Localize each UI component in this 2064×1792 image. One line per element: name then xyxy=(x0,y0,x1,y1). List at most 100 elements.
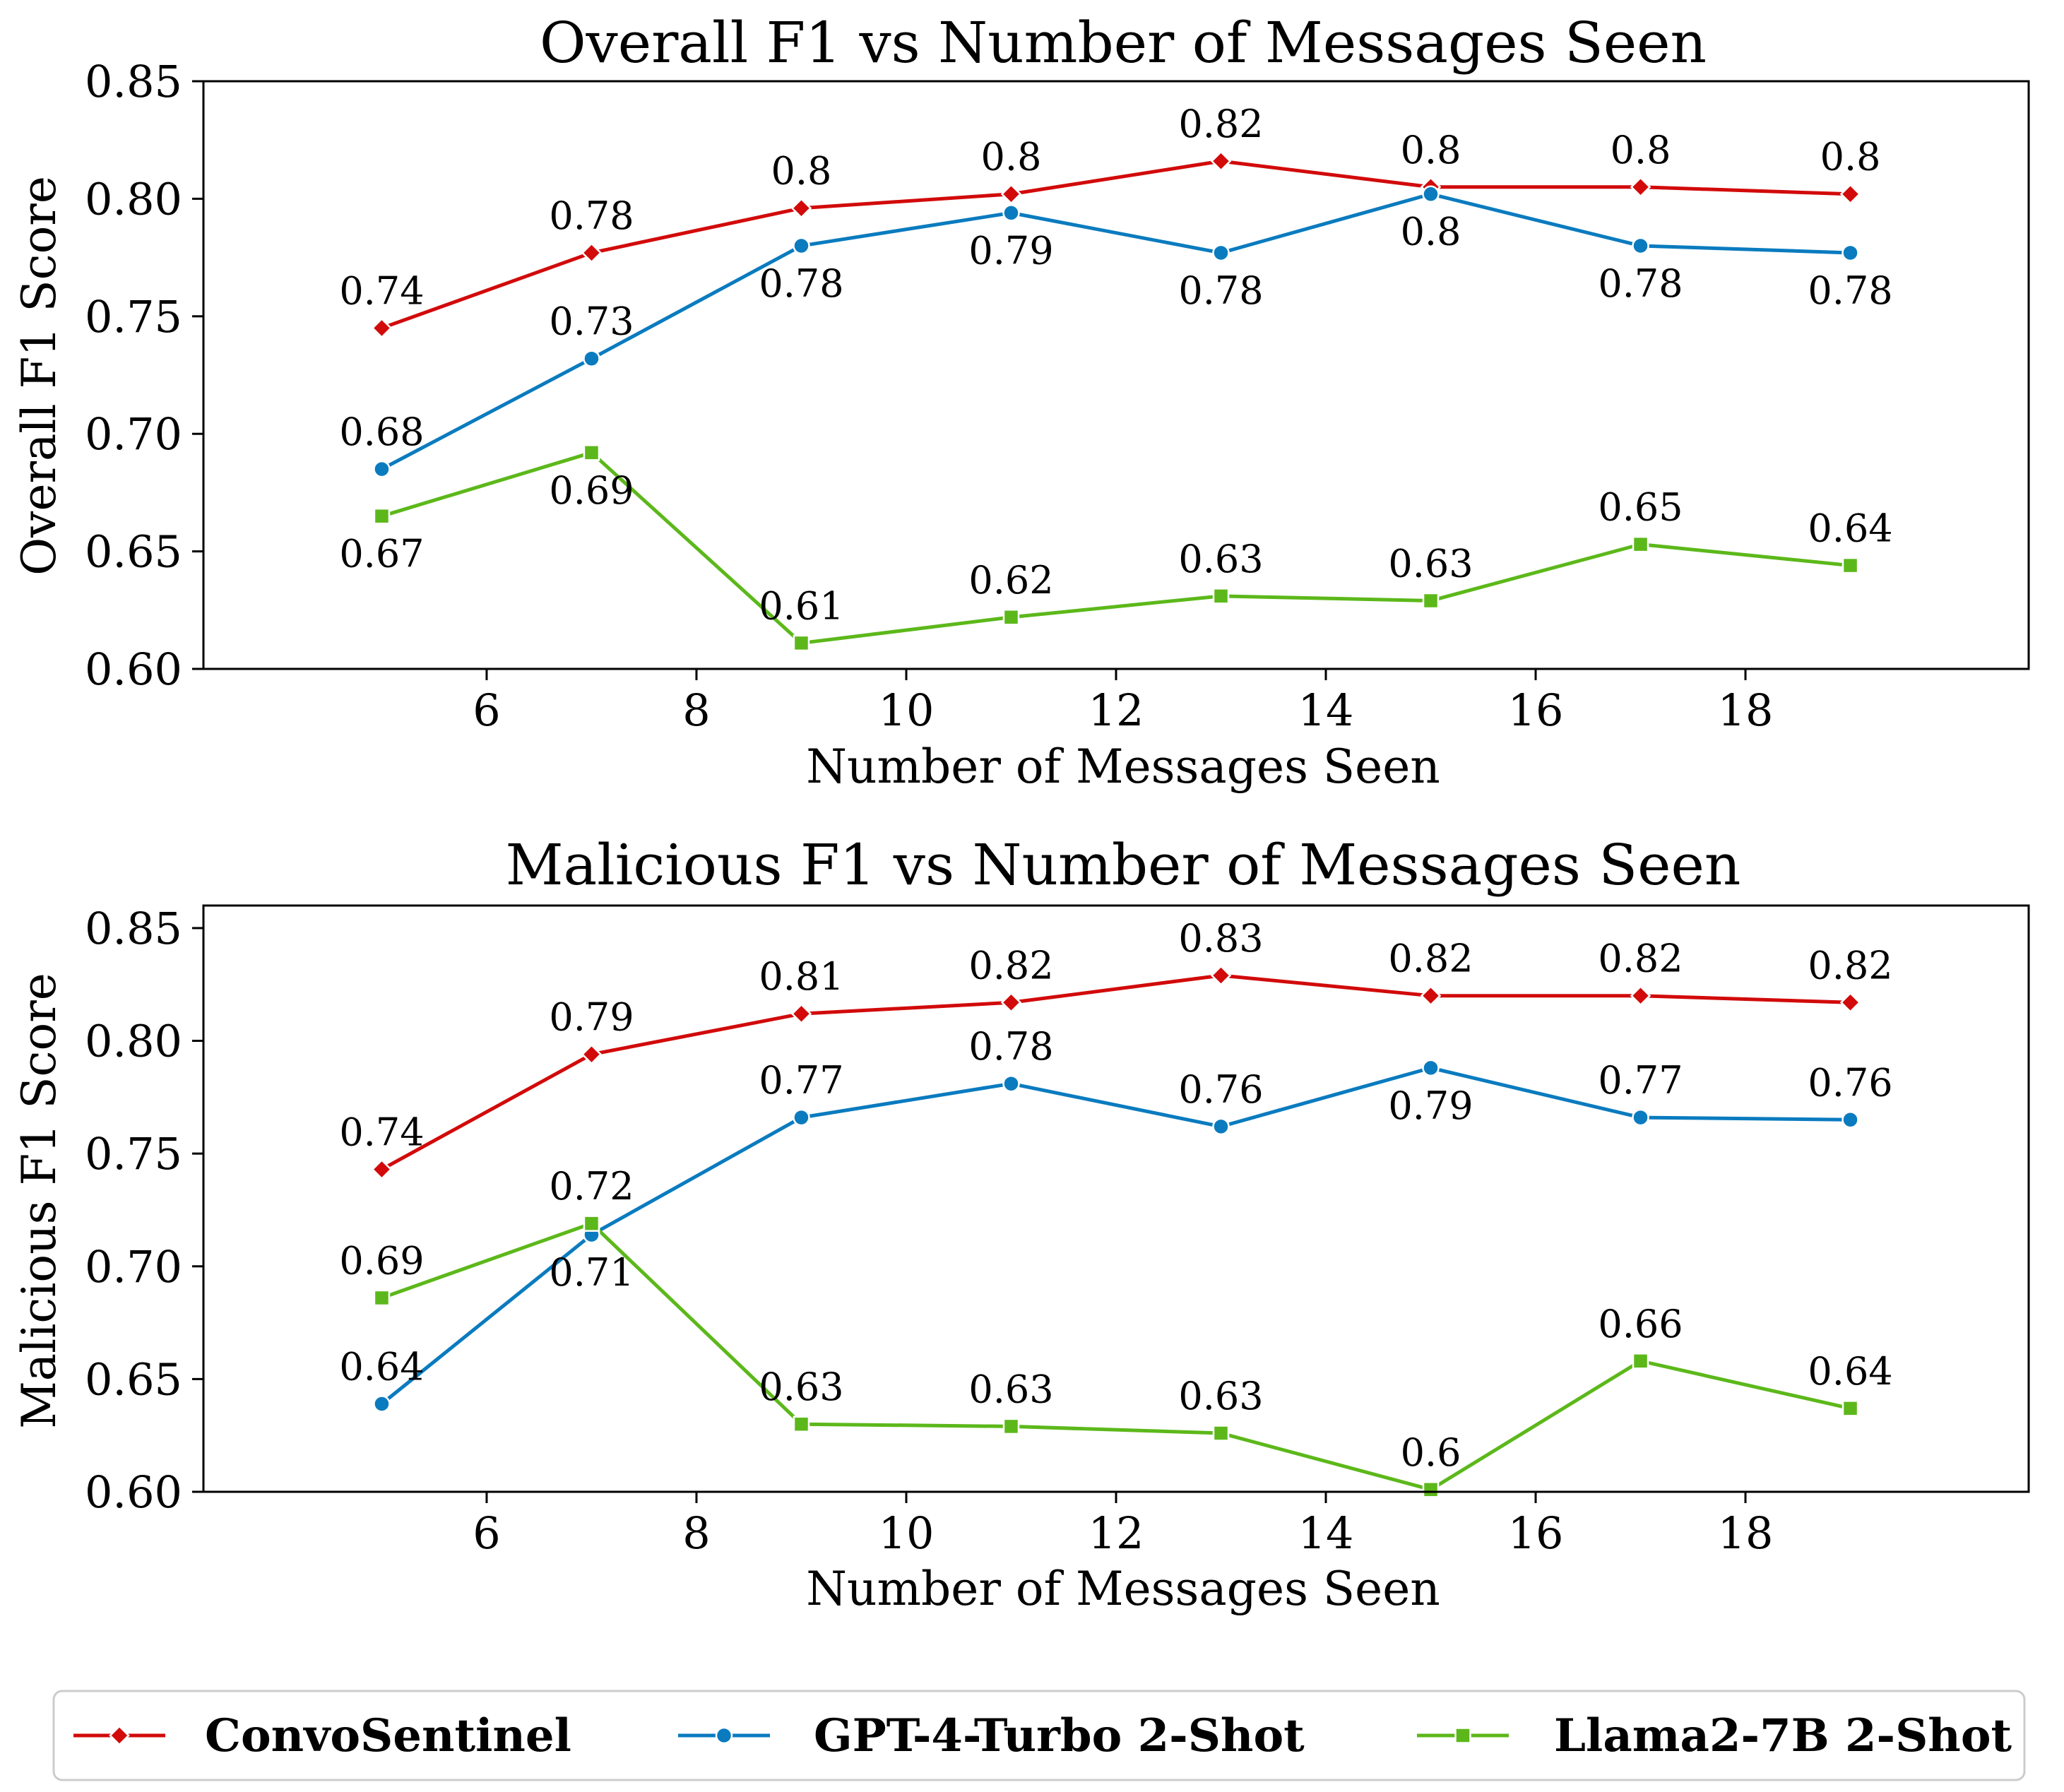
y-tick-label: 0.85 xyxy=(85,56,182,107)
series-line-llama2-7b-2-shot xyxy=(381,451,1851,645)
circle-marker-point xyxy=(1002,1074,1020,1093)
circle-marker-point xyxy=(793,237,810,255)
square-marker-point xyxy=(583,1215,600,1232)
data-label: 0.69 xyxy=(549,468,634,513)
plot-area-frame xyxy=(202,80,2030,670)
legend-label: ConvoSentinel xyxy=(205,1709,571,1762)
series-markers xyxy=(371,150,1861,652)
ticks: 6 8 10 12 14 16 18 0.60 0.65 0.70 0.75 0.80 0.85 xyxy=(85,903,1774,1559)
y-tick-label: 0.65 xyxy=(85,526,182,578)
legend-label: GPT-4-Turbo 2-Shot xyxy=(814,1709,1305,1762)
circle-marker-point xyxy=(1002,204,1020,222)
circle-marker-point xyxy=(1841,244,1859,262)
diamond-marker-point xyxy=(1000,992,1022,1014)
square-marker-point xyxy=(373,507,391,525)
data-label: 0.71 xyxy=(549,1250,634,1295)
series-line-gpt-4-turbo-2-shot xyxy=(380,1066,1851,1406)
data-label: 0.76 xyxy=(1808,1060,1892,1105)
y-tick-label: 0.70 xyxy=(85,408,182,460)
chart-title: Overall F1 vs Number of Messages Seen xyxy=(540,10,1707,76)
diamond-marker-point xyxy=(581,1043,603,1065)
square-marker-icon xyxy=(1454,1727,1471,1744)
diamond-marker-point xyxy=(790,1003,812,1024)
x-tick-label: 12 xyxy=(1089,684,1144,736)
y-tick-label: 0.75 xyxy=(85,1128,182,1180)
circle-marker-icon xyxy=(715,1726,733,1745)
data-label: 0.66 xyxy=(1598,1302,1683,1346)
square-marker-glyph xyxy=(1454,1727,1471,1744)
data-label: 0.82 xyxy=(1388,937,1473,981)
series-lines xyxy=(380,973,1851,1492)
diamond-marker-point xyxy=(1630,176,1651,198)
data-label: 0.79 xyxy=(1388,1084,1473,1128)
square-marker-point xyxy=(1422,1481,1440,1498)
series-line-convosentinel xyxy=(381,159,1851,330)
square-marker-point xyxy=(1002,1418,1020,1435)
series-line-convosentinel xyxy=(381,973,1851,1171)
series-lines xyxy=(381,159,1851,645)
circle-marker-point xyxy=(1212,1117,1230,1136)
diamond-marker-point xyxy=(1000,183,1022,205)
ticks: 6 8 10 12 14 16 18 0.60 0.65 0.70 0.75 0.80 0.85 xyxy=(85,56,1774,736)
data-label: 0.72 xyxy=(549,1164,634,1209)
legend-entry-convosentinel: ConvoSentinel xyxy=(73,1709,571,1762)
diamond-marker-glyph xyxy=(109,1725,130,1746)
data-label: 0.76 xyxy=(1178,1067,1263,1112)
circle-marker-glyph xyxy=(715,1726,733,1745)
x-tick-label: 8 xyxy=(682,684,710,736)
data-label: 0.78 xyxy=(968,1024,1053,1069)
square-marker-point xyxy=(1841,1400,1859,1417)
y-tick-label: 0.65 xyxy=(85,1353,182,1405)
data-label: 0.82 xyxy=(1178,102,1263,146)
series-markers xyxy=(371,965,1861,1498)
data-label: 0.77 xyxy=(759,1058,843,1103)
x-tick-label: 18 xyxy=(1718,1507,1774,1559)
diamond-marker-point xyxy=(790,197,812,219)
circle-marker-point xyxy=(793,1108,810,1127)
legend: ConvoSentinel GPT-4-Turbo 2-Shot Llama2-… xyxy=(52,1690,2026,1781)
x-tick-label: 10 xyxy=(879,1507,935,1559)
x-tick-label: 6 xyxy=(473,1507,500,1559)
y-axis-label: Malicious F1 Score xyxy=(12,973,66,1429)
series-line-gpt-4-turbo-2-shot xyxy=(381,192,1851,471)
y-tick-label: 0.60 xyxy=(85,643,182,695)
chart-title: Malicious F1 vs Number of Messages Seen xyxy=(506,832,1741,898)
x-tick-label: 8 xyxy=(682,1507,710,1559)
data-label: 0.63 xyxy=(1178,1374,1263,1418)
data-label: 0.68 xyxy=(339,410,424,454)
x-tick-label: 16 xyxy=(1508,684,1564,736)
data-label: 0.82 xyxy=(1598,937,1683,981)
data-label: 0.63 xyxy=(1388,541,1473,586)
legend-label: Llama2-7B 2-Shot xyxy=(1554,1709,2012,1762)
square-marker-point xyxy=(1422,592,1440,610)
square-marker-point xyxy=(1841,557,1859,574)
diamond-marker-point xyxy=(1210,150,1232,172)
series-line-llama2-7b-2-shot xyxy=(381,1221,1851,1492)
square-marker-point xyxy=(1002,609,1020,626)
circle-marker-point xyxy=(373,1395,391,1413)
data-label: 0.82 xyxy=(968,943,1053,987)
square-marker-point xyxy=(793,634,810,652)
data-label: 0.78 xyxy=(1598,261,1683,306)
plot-area-frame xyxy=(202,904,2030,1493)
data-label: 0.64 xyxy=(1808,1349,1892,1394)
data-label: 0.69 xyxy=(339,1238,424,1283)
data-label: 0.83 xyxy=(1178,916,1263,961)
data-label: 0.78 xyxy=(759,261,843,306)
data-labels: 0.74 0.79 0.81 0.82 0.83 0.82 0.82 0.82 0.64 0.71… xyxy=(339,916,1892,1475)
y-tick-label: 0.70 xyxy=(85,1241,182,1293)
square-marker-point xyxy=(1632,1353,1649,1370)
y-axis-label: Overall F1 Score xyxy=(12,176,66,576)
legend-entry-gpt-4-turbo: GPT-4-Turbo 2-Shot xyxy=(678,1709,1305,1762)
data-label: 0.8 xyxy=(1401,128,1461,172)
y-tick-label: 0.85 xyxy=(85,903,182,954)
data-label: 0.78 xyxy=(1178,268,1263,313)
y-tick-label: 0.60 xyxy=(85,1466,182,1518)
circle-marker-point xyxy=(1632,1108,1649,1127)
data-label: 0.62 xyxy=(968,558,1053,603)
x-tick-label: 18 xyxy=(1718,684,1774,736)
diamond-marker-point xyxy=(1630,985,1651,1007)
diamond-marker-point xyxy=(1210,965,1232,986)
